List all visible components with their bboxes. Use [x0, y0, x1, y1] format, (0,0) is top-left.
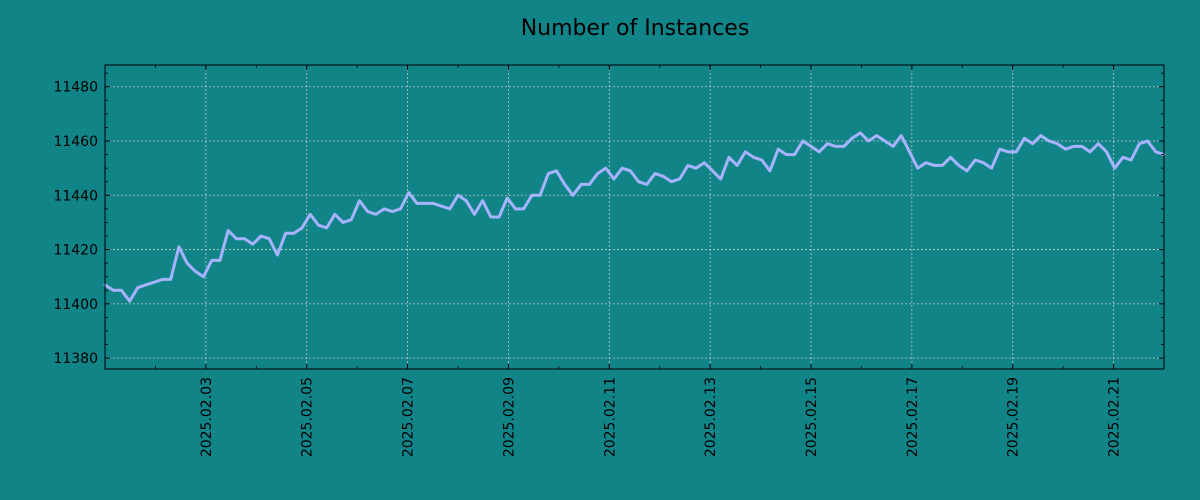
plot-frame — [104, 64, 1165, 370]
y-tick-label: 11460 — [53, 134, 98, 150]
x-tick-label: 2025.02.15 — [804, 377, 820, 457]
y-tick-label: 11420 — [53, 243, 98, 259]
y-tick-label: 11480 — [53, 80, 98, 96]
grid-lines — [105, 65, 1164, 369]
y-tick-label: 11440 — [53, 188, 98, 204]
series-layer — [103, 131, 1166, 303]
x-tick-label: 2025.02.11 — [602, 377, 618, 457]
series-line — [103, 131, 1166, 303]
x-tick-label: 2025.02.07 — [401, 377, 417, 457]
x-tick-label: 2025.02.19 — [1006, 377, 1022, 457]
x-tick-label: 2025.02.17 — [905, 377, 921, 457]
x-tick-label: 2025.02.03 — [199, 377, 215, 457]
chart-title: Number of Instances — [520, 16, 750, 41]
x-tick-label: 2025.02.05 — [300, 377, 316, 457]
y-tick-label: 11380 — [53, 351, 98, 367]
x-tick-label: 2025.02.21 — [1107, 377, 1123, 457]
x-tick-label: 2025.02.09 — [501, 377, 517, 457]
axis-ticks: 11380 11400 11420 11440 11460 11480 2025.02.03… — [53, 65, 1165, 457]
y-tick-label: 11400 — [53, 297, 98, 313]
x-tick-label: 2025.02.13 — [703, 377, 719, 457]
